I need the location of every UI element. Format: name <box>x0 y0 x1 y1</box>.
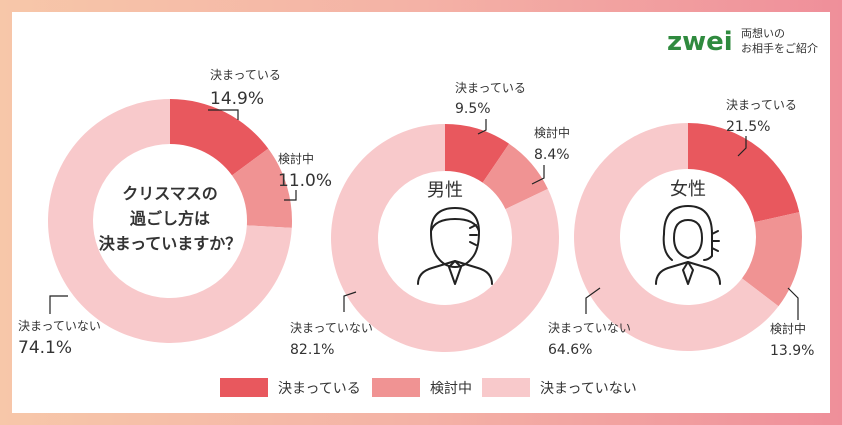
donut-1-leader-line-2 <box>343 291 357 312</box>
donut-1-value-label-2: 82.1% <box>290 342 334 358</box>
donut-1-value-label-0: 9.5% <box>455 101 491 117</box>
donut-2-value-label-2: 64.6% <box>548 342 592 358</box>
logo-tagline-line2: お相手をご紹介 <box>741 41 818 55</box>
donut-2-leader-line-2 <box>585 287 601 314</box>
donut-0-value-label-0: 14.9% <box>210 89 264 109</box>
donut-0-leader-line-1 <box>284 190 297 201</box>
donut-1-slice-0 <box>445 124 510 183</box>
donut-0-category-label-2: 決まっていない <box>18 319 101 333</box>
donut-2-leader-line-0 <box>737 136 747 157</box>
donut-2-slice-2 <box>574 123 779 351</box>
donut-1-slice-2 <box>330 124 559 352</box>
donut-0-title-line-2: 決まっていますか？ <box>99 234 242 253</box>
donut-2-value-label-0: 21.5% <box>726 119 770 135</box>
man-icon <box>417 207 493 285</box>
donut-charts: zwei 両想いの お相手をご紹介 決まっている14.9%検討中11.0%決まっ… <box>18 26 818 397</box>
woman-icon <box>655 205 721 285</box>
donut-0-slice-2 <box>48 99 292 343</box>
donut-0-title-line-0: クリスマスの <box>122 184 218 203</box>
donut-1-title: 男性 <box>427 180 463 201</box>
chart-card: zwei 両想いの お相手をご紹介 決まっている 14.9% 検討中 11.0% 決まっ… <box>12 12 830 413</box>
donut-1-slice-1 <box>482 143 548 210</box>
donut-2-leader-line-1 <box>787 287 799 320</box>
donut-0-category-label-0: 決まっている <box>210 68 281 82</box>
legend-label-0: 決まっている <box>278 381 361 397</box>
legend-label-1: 検討中 <box>430 381 472 397</box>
legend-label-2: 決まっていない <box>540 381 637 397</box>
legend: 決まっている 検討中 決まっていない <box>220 378 637 397</box>
donut-2-category-label-1: 検討中 <box>770 321 806 336</box>
donut-0-value-label-1: 11.0% <box>278 171 332 191</box>
donut-2-value-label-1: 13.9% <box>770 343 814 359</box>
donut-0-leader-line-2 <box>49 295 68 314</box>
donut-0-value-label-2: 74.1% <box>18 338 72 358</box>
donut-2-category-label-2: 決まっていない <box>548 321 631 335</box>
legend-swatch-0 <box>220 378 268 397</box>
logo-tagline-line1: 両想いの <box>741 26 785 40</box>
donut-group: 決まっている 14.9% 検討中 11.0% 決まっていない 74.1% クリスマスの過ごし… <box>18 68 814 359</box>
donut-2-title: 女性 <box>670 179 706 200</box>
donut-1-leader-line-0 <box>477 119 487 135</box>
legend-swatch-2 <box>482 378 530 397</box>
donut-0-category-label-1: 検討中 <box>278 151 314 166</box>
donut-2-category-label-0: 決まっている <box>726 98 797 112</box>
donut-1-category-label-0: 決まっている <box>455 81 526 95</box>
donut-1-leader-line-1 <box>531 165 545 185</box>
donut-1-category-label-1: 検討中 <box>534 125 570 140</box>
logo-wordmark: zwei <box>667 27 733 57</box>
legend-swatch-1 <box>372 378 420 397</box>
donut-0-title-line-1: 過ごし方は <box>129 209 210 228</box>
donut-0-slice-0 <box>170 99 269 176</box>
donut-2-slice-0 <box>688 123 800 223</box>
donut-0-slice-1 <box>232 148 292 228</box>
brand-logo: zwei 両想いの お相手をご紹介 <box>667 26 818 57</box>
donut-1-category-label-2: 決まっていない <box>290 321 373 335</box>
donut-2-slice-1 <box>741 212 803 307</box>
donut-1-value-label-1: 8.4% <box>534 147 570 163</box>
donut-0-leader-line-0 <box>208 109 239 120</box>
